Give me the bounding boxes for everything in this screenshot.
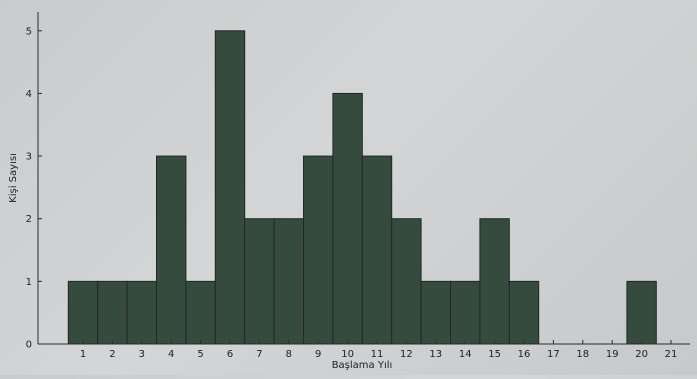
- x-tick-label: 13: [429, 349, 442, 360]
- x-tick-label: 4: [168, 349, 174, 360]
- x-tick-label: 8: [286, 349, 292, 360]
- bar-7: [244, 218, 275, 345]
- x-tick-label: 9: [315, 349, 321, 360]
- x-tick-label: 21: [665, 349, 678, 360]
- x-tick-label: 7: [256, 349, 262, 360]
- y-axis-title: Kişi Sayısı: [8, 153, 19, 203]
- x-tick-label: 11: [371, 349, 384, 360]
- bars-group: [67, 30, 657, 345]
- x-tick-label: 17: [547, 349, 560, 360]
- bar-10: [332, 92, 363, 345]
- x-tick-label: 1: [80, 349, 86, 360]
- bar-9: [303, 155, 334, 345]
- y-tick-label: 1: [26, 277, 32, 288]
- x-tick-label: 19: [606, 349, 619, 360]
- bar-20: [626, 280, 657, 345]
- bar-4: [156, 155, 187, 345]
- x-tick-label: 15: [488, 349, 501, 360]
- bar-6: [214, 30, 246, 345]
- x-tick-label: 12: [400, 349, 413, 360]
- x-tick-label: 18: [576, 349, 589, 360]
- x-tick-label: 2: [109, 349, 115, 360]
- y-tick-label: 0: [26, 340, 32, 351]
- x-tick-label: 14: [459, 349, 472, 360]
- bar-13: [420, 280, 452, 345]
- bar-12: [391, 218, 422, 345]
- y-tick-label: 5: [26, 26, 32, 37]
- bar-1: [67, 280, 99, 345]
- bar-2: [97, 280, 128, 345]
- bar-5: [185, 280, 216, 345]
- x-axis-title: Başlama Yılı: [332, 360, 393, 371]
- axes-group: [37, 12, 690, 345]
- bar-16: [508, 280, 540, 345]
- x-tick-label: 16: [518, 349, 531, 360]
- y-tick-label: 4: [26, 89, 32, 100]
- bar-8: [273, 218, 305, 345]
- x-tick-label: 5: [197, 349, 203, 360]
- x-tick-label: 3: [139, 349, 145, 360]
- x-tick-label: 10: [341, 349, 354, 360]
- bar-11: [361, 155, 393, 345]
- bar-3: [126, 280, 157, 345]
- x-tick-label: 6: [227, 349, 233, 360]
- y-tick-label: 3: [26, 152, 32, 163]
- x-tick-label: 20: [635, 349, 648, 360]
- y-tick-label: 2: [26, 214, 32, 225]
- bar-14: [450, 280, 481, 345]
- bar-15: [479, 218, 510, 345]
